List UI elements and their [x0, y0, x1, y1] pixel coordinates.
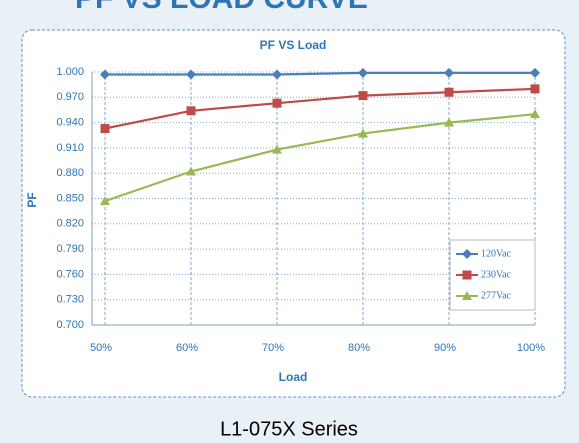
y-tick-label: 0.730: [56, 294, 84, 306]
y-tick-label: 1.000: [56, 66, 84, 78]
legend-label: 277Vac: [481, 290, 512, 301]
point: [530, 84, 540, 94]
point: [358, 128, 368, 138]
point: [186, 166, 196, 176]
point: [100, 196, 110, 206]
page-title: PF VS LOAD CURVE: [75, 0, 368, 15]
x-tick-label: 90%: [434, 342, 456, 354]
legend-label: 120Vac: [481, 248, 512, 259]
point: [100, 69, 110, 80]
y-tick-label: 0.880: [56, 167, 84, 179]
series-line: [105, 71, 535, 76]
legend-label: 230Vac: [481, 269, 512, 280]
point: [444, 87, 454, 97]
point: [444, 117, 454, 127]
y-tick-label: 0.910: [56, 142, 84, 154]
y-tick-label: 0.700: [56, 319, 84, 331]
series-line: [104, 87, 536, 130]
y-tick-label: 0.970: [56, 91, 84, 103]
point: [530, 109, 540, 119]
point: [462, 291, 472, 300]
point: [358, 67, 368, 78]
y-tick-label: 0.820: [56, 218, 84, 230]
y-tick-label: 0.760: [56, 268, 84, 280]
x-tick-label: 80%: [348, 342, 370, 354]
point: [100, 124, 110, 134]
y-tick-label: 0.940: [56, 117, 84, 129]
x-tick-label: 50%: [90, 342, 112, 354]
y-axis-label: PF: [25, 192, 39, 207]
point: [530, 67, 540, 78]
point: [272, 144, 282, 154]
point: [358, 91, 368, 101]
series-line: [104, 113, 536, 203]
point: [444, 67, 454, 78]
point: [272, 69, 282, 80]
chart-frame: [21, 29, 566, 398]
x-tick-label: 100%: [517, 342, 545, 354]
point: [272, 98, 282, 108]
y-tick-label: 0.790: [56, 243, 84, 255]
x-tick-label: 60%: [176, 342, 198, 354]
point: [186, 69, 196, 80]
x-axis-label: Load: [279, 370, 308, 384]
y-tick-label: 0.850: [56, 192, 84, 204]
chart-title: PF VS Load: [260, 38, 327, 52]
point: [462, 249, 472, 259]
caption: L1-075X Series: [220, 418, 358, 440]
point: [186, 106, 196, 116]
x-tick-label: 70%: [262, 342, 284, 354]
point: [462, 270, 472, 280]
